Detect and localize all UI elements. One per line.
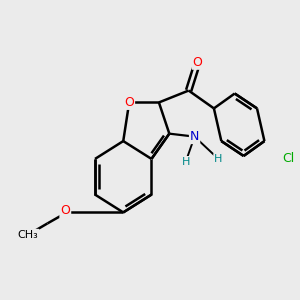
Text: O: O xyxy=(193,56,202,69)
Text: N: N xyxy=(190,130,199,143)
Text: O: O xyxy=(124,96,134,109)
Text: H: H xyxy=(182,157,190,167)
Text: Cl: Cl xyxy=(282,152,294,165)
Text: H: H xyxy=(214,154,223,164)
Text: O: O xyxy=(60,204,70,218)
Text: CH₃: CH₃ xyxy=(18,230,38,240)
